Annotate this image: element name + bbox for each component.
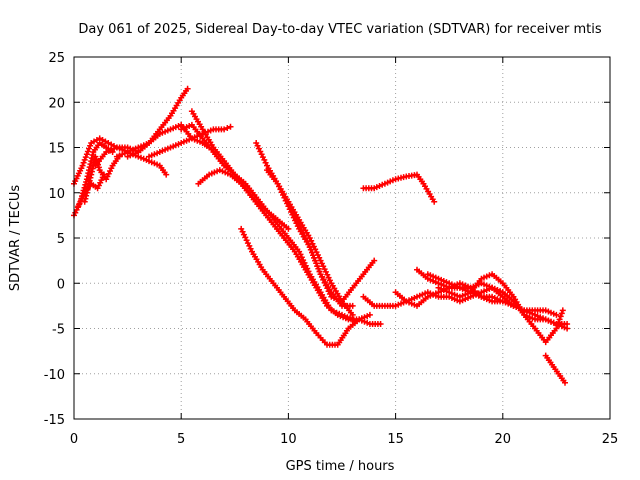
series-line	[190, 110, 290, 231]
data-point	[82, 154, 89, 161]
data-point	[562, 379, 568, 386]
data-point	[87, 142, 94, 149]
data-point	[556, 316, 563, 323]
data-point	[557, 313, 564, 320]
data-point	[224, 125, 231, 131]
y-tick-label: 15	[48, 142, 65, 157]
y-tick-label: 25	[48, 51, 65, 66]
data-point	[221, 126, 228, 133]
data-point	[84, 148, 91, 155]
data-point	[313, 260, 320, 267]
series-arc14	[264, 167, 356, 309]
series-arc16	[360, 171, 438, 205]
x-tick-label: 0	[70, 432, 78, 447]
series-arc10	[188, 108, 292, 232]
y-tick-label: 0	[57, 277, 65, 292]
series-arc2	[71, 135, 142, 187]
plot-frame	[73, 56, 611, 420]
x-tick-label: 5	[177, 432, 185, 447]
data-series	[71, 85, 571, 386]
series-arc22	[489, 284, 560, 318]
x-tick-label: 15	[387, 432, 404, 447]
series-arc7	[124, 121, 213, 160]
series-arc4	[75, 171, 107, 210]
x-tick-label: 10	[280, 432, 297, 447]
data-point	[349, 302, 356, 309]
data-point	[377, 321, 384, 327]
data-point	[79, 162, 86, 169]
data-point	[558, 310, 565, 317]
data-point	[184, 85, 191, 92]
data-point	[86, 145, 92, 152]
y-tick-label: 10	[48, 187, 65, 202]
data-point	[553, 311, 560, 318]
axis-ticks: 0 5 10 15 20 25 -15 -10 -5 0 5 10 15 20 25	[44, 51, 619, 447]
grid-lines	[74, 57, 610, 419]
x-tick-label: 20	[495, 432, 512, 447]
x-axis-label: GPS time / hours	[286, 459, 395, 474]
y-tick-label: -5	[52, 323, 65, 338]
data-point	[83, 151, 90, 158]
data-point	[81, 156, 88, 163]
data-point	[366, 311, 373, 318]
y-tick-label: -15	[44, 413, 65, 428]
y-axis-label: SDTVAR / TECUs	[8, 185, 23, 292]
chart-title: Day 061 of 2025, Sidereal Day-to-day VTE…	[78, 22, 602, 37]
data-point	[559, 307, 566, 314]
y-tick-label: 20	[48, 96, 65, 111]
series-arc23	[542, 352, 568, 386]
data-point	[87, 174, 94, 181]
x-tick-label: 25	[602, 432, 619, 447]
series-arc12	[238, 225, 373, 348]
data-point	[227, 123, 234, 130]
series-arc20	[424, 271, 566, 346]
series-arc6	[113, 149, 170, 178]
data-point	[431, 198, 438, 205]
y-tick-label: 5	[57, 232, 65, 247]
data-point	[80, 159, 87, 166]
series-arc21	[435, 271, 571, 332]
data-point	[163, 171, 170, 178]
data-point	[285, 225, 292, 232]
data-point	[371, 257, 378, 264]
series-arc15	[285, 198, 356, 318]
data-point	[101, 171, 107, 178]
data-point	[564, 325, 571, 332]
data-point	[349, 311, 356, 318]
y-tick-label: -10	[44, 368, 65, 383]
